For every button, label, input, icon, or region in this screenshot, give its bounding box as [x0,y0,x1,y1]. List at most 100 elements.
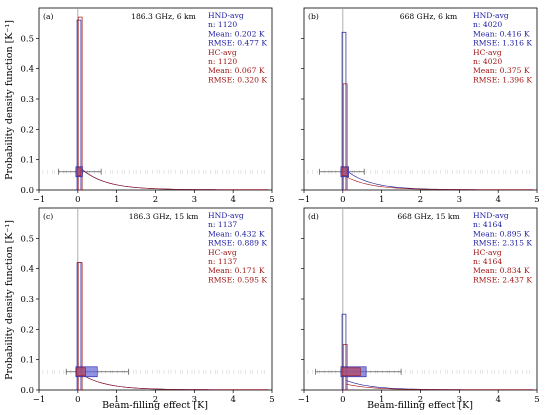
panel-d-x-tick-label: 0 [340,395,345,405]
panel-a-hnd-hist-tail [81,168,269,190]
panel-c-hc-label: HC-avg [208,248,237,257]
panel-b-hc-rmse: RMSE: 1.396 K [473,75,532,84]
panel-a-x-tick-label: 1 [114,195,119,205]
y-axis-label-top: Probability density function [K⁻¹] [4,20,15,180]
panel-d-hnd-rmse: RMSE: 2.315 K [473,239,532,248]
panel-c-y-tick-label: 0.3 [20,295,34,305]
panel-c-x-tick-label: 3 [192,395,197,405]
panel-d-hc-rmse: RMSE: 2.437 K [473,275,532,284]
panel-c-y-tick-label: 0.1 [20,356,34,366]
panel-c-x-tick-label: 1 [114,395,119,405]
panel-c-x-tick-label: 0 [75,395,80,405]
panel-d-x-tick-label: −1 [298,395,311,405]
panel-c-hnd-label: HND-avg [208,211,244,220]
panel-a-hnd-label: HND-avg [208,11,244,20]
panel-b-hc-hist-peak [342,83,348,191]
panel-c-hnd-mean: Mean: 0.432 K [208,229,265,238]
panel-b-title: 668 GHz, 6 km [400,12,457,21]
panel-c-hc-hist-peak [77,262,83,391]
panel-c-title: 186.3 GHz, 15 km [129,212,199,221]
panel-d-hnd-label: HND-avg [473,211,509,220]
panel-a-hc-mean: Mean: 0.067 K [208,66,265,75]
panel-d-hc-mean: Mean: 0.834 K [473,266,530,275]
panel-b-x-tick-label: −1 [298,195,311,205]
panel-b-hnd-rmse: RMSE: 1.316 K [473,39,532,48]
panel-d-hc-box [341,367,361,377]
panel-c-y-tick-label: 0.2 [20,325,34,335]
y-axis-label-bottom: Probability density function [K⁻¹] [4,220,15,380]
panel-a-hc-rmse: RMSE: 0.320 K [208,75,267,84]
panel-b-hc-label: HC-avg [473,48,502,57]
panel-c-hc-mean: Mean: 0.171 K [208,266,265,275]
panel-d-hnd-n: n: 4164 [473,220,502,229]
panel-b-hc-n: n: 4020 [473,57,502,66]
panel-d-hc-label: HC-avg [473,248,502,257]
panel-a-x-tick-label: 3 [192,195,197,205]
panel-a-x-tick-label: −1 [33,195,46,205]
panel-c-label: (c) [43,212,53,221]
panel-a-x-tick-label: 0 [75,195,80,205]
panel-b-hc-box [341,167,348,177]
panel-c-x-tick-label: −1 [33,395,46,405]
panel-a-y-tick-label: 0.3 [20,95,34,105]
panel-c-hnd-hist-tail [81,373,269,390]
panel-a-y-tick-label: 0.1 [20,156,34,166]
panel-b-hnd-n: n: 4020 [473,20,502,29]
panel-d-hc-hist-tail [346,383,534,390]
panel-c-y-tick-label: 0.4 [20,265,34,275]
panel-c-hnd-rmse: RMSE: 0.889 K [208,239,267,248]
panel-a-y-tick-label: 0.5 [20,34,34,44]
panel-b-hnd-hist-tail [346,170,534,190]
panel-c-hc-hist-tail [81,373,269,390]
panel-a-y-tick-label: 0.0 [20,186,34,196]
panel-b-hc-hist-tail [346,176,534,190]
x-axis-label-right: Beam-filling effect [K] [367,400,473,411]
panel-d-hnd-hist-tail [346,380,534,390]
panel-d-x-tick-label: 4 [495,395,500,405]
panel-a-hc-hist-tail [81,168,269,190]
panel-b-x-tick-label: 2 [418,195,423,205]
panel-a-label: (a) [43,12,53,21]
panel-a-y-tick-label: 0.4 [20,65,34,75]
panel-a-hnd-mean: Mean: 0.202 K [208,29,265,38]
panel-b-x-tick-label: 3 [457,195,462,205]
panel-a-y-tick-label: 0.2 [20,125,34,135]
panel-d-label: (d) [308,212,319,221]
panel-d-title: 668 GHz, 15 km [397,212,459,221]
panel-b-hc-mean: Mean: 0.375 K [473,66,530,75]
panel-c-y-tick-label: 0.0 [20,386,34,396]
panel-b-x-tick-label: 4 [495,195,500,205]
x-axis-label-left: Beam-filling effect [K] [102,400,208,411]
panel-c-hnd-n: n: 1137 [208,220,237,229]
panel-c-hnd-box [75,366,98,378]
panel-c-y-tick-label: 0.5 [20,234,34,244]
panel-b-hnd-label: HND-avg [473,11,509,20]
panel-c-x-tick-label: 2 [153,395,158,405]
panel-a-x-tick-label: 4 [230,195,235,205]
panel-b-x-tick-label: 1 [379,195,384,205]
panel-a-hnd-n: n: 1120 [208,20,237,29]
panel-a-hc-box [76,167,82,177]
panel-c-x-tick-label: 4 [230,395,235,405]
panel-d-hnd-mean: Mean: 0.895 K [473,229,530,238]
panel-d-x-tick-label: 3 [457,395,462,405]
panel-d-x-tick-label: 2 [418,395,423,405]
panel-c-hc-box [76,367,86,377]
panel-c-x-tick-label: 5 [269,395,274,405]
panel-a-hc-label: HC-avg [208,48,237,57]
panel-a-hc-hist-peak [77,16,83,191]
panel-d-x-tick-label: 5 [534,395,539,405]
panel-a-hnd-rmse: RMSE: 0.477 K [208,39,267,48]
panel-b-x-tick-label: 0 [340,195,345,205]
panel-a-title: 186.3 GHz, 6 km [131,12,196,21]
panel-d-hc-n: n: 4164 [473,257,502,266]
panel-a-hc-n: n: 1120 [208,57,237,66]
panel-b-x-tick-label: 5 [534,195,539,205]
panel-a-x-tick-label: 5 [269,195,274,205]
panel-b-hnd-mean: Mean: 0.416 K [473,29,530,38]
panel-b-label: (b) [308,12,319,21]
panel-c-hc-n: n: 1137 [208,257,237,266]
panel-a-x-tick-label: 2 [153,195,158,205]
panel-d-x-tick-label: 1 [379,395,384,405]
